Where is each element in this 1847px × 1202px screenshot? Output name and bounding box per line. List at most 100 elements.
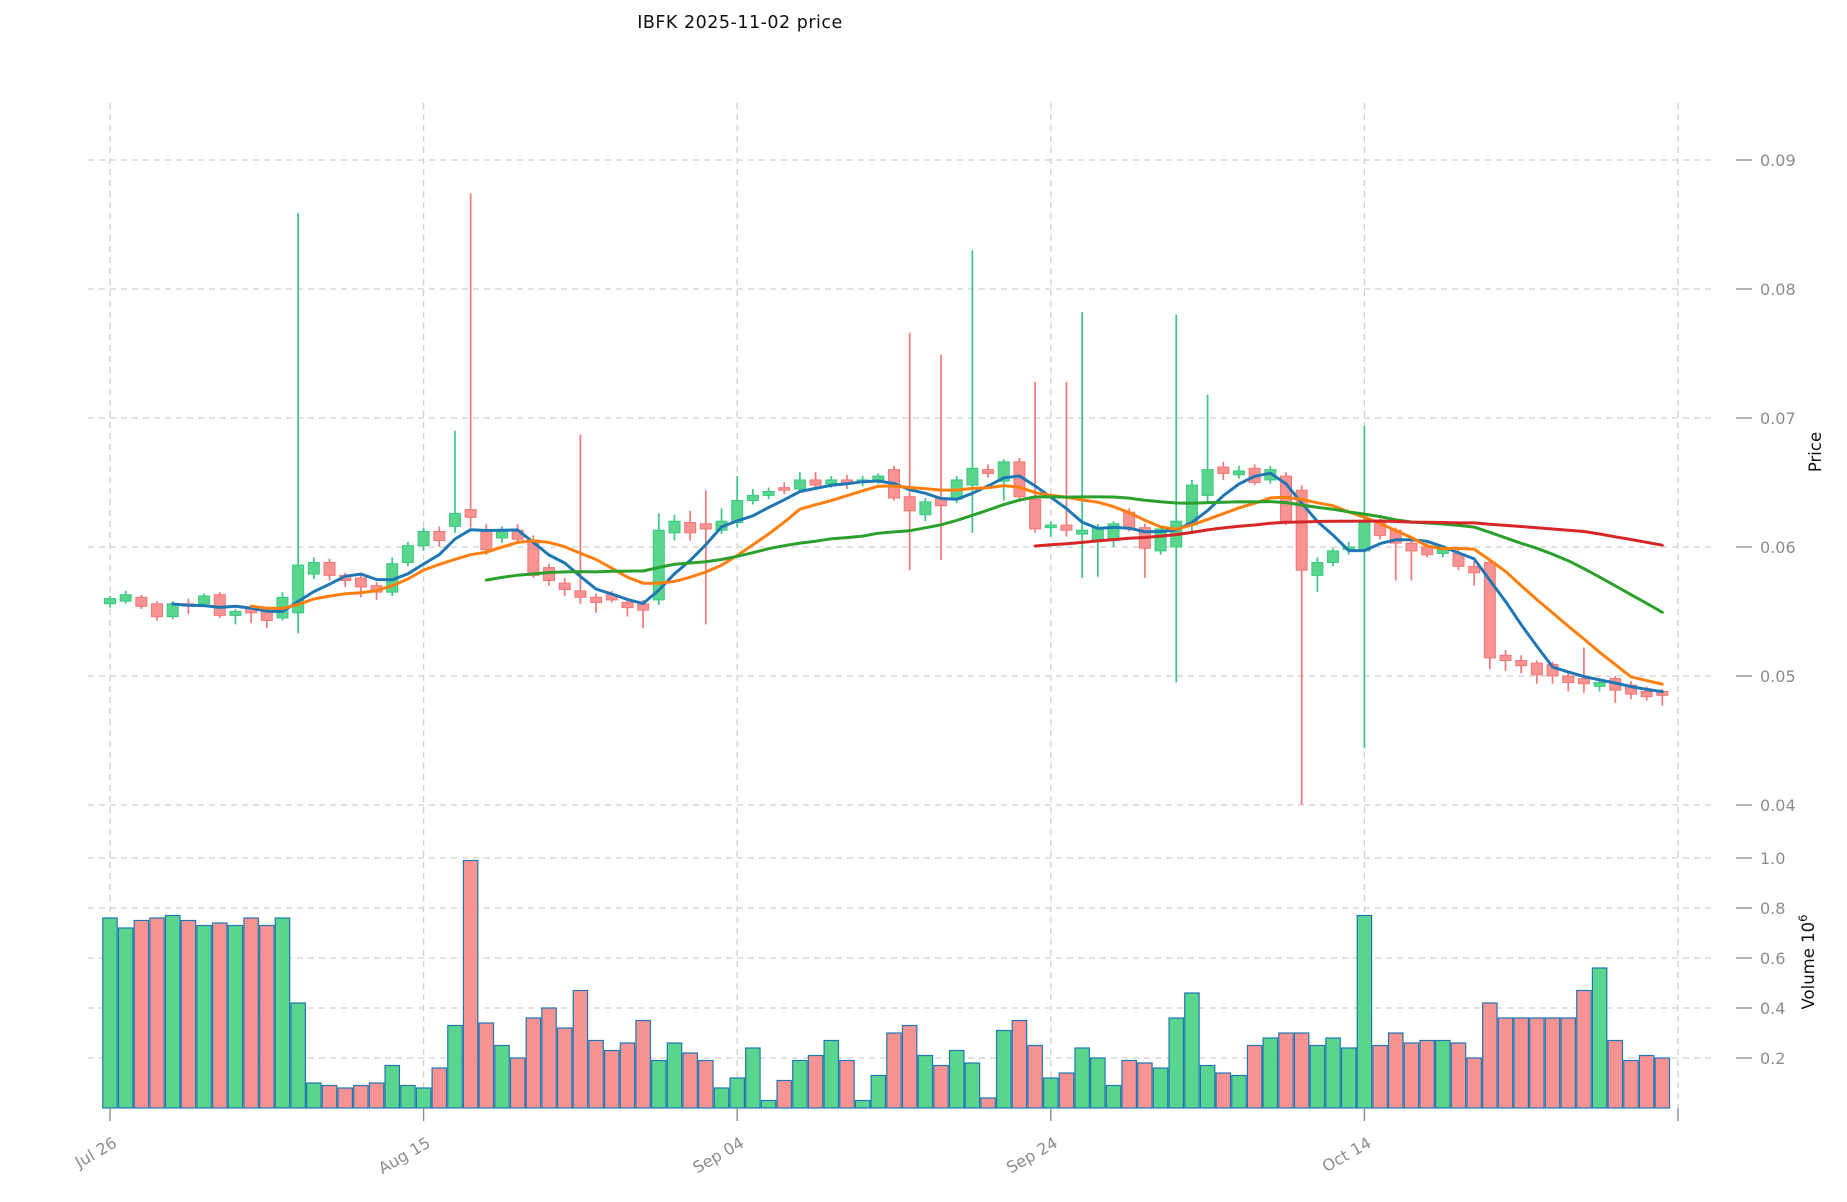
x-tick-label: Sep 04 bbox=[690, 1133, 748, 1177]
price-axis-ticks: 0.09 0.08 0.07 0.06 0.05 0.04 bbox=[1736, 151, 1796, 815]
volume-bar bbox=[353, 1084, 369, 1109]
volume-bar bbox=[478, 1022, 495, 1109]
volume-bar bbox=[1466, 1057, 1482, 1109]
volume-bar bbox=[886, 1032, 902, 1109]
volume-bar bbox=[588, 1039, 604, 1109]
volume-bar bbox=[400, 1084, 416, 1109]
candle-body bbox=[1327, 550, 1340, 563]
volume-bar bbox=[1450, 1042, 1467, 1109]
volume-bar bbox=[980, 1097, 996, 1109]
candle-body bbox=[699, 523, 712, 530]
volume-bar bbox=[760, 1099, 777, 1109]
candle-body bbox=[1201, 469, 1214, 496]
volume-bar bbox=[1325, 1037, 1341, 1109]
price-tick-label: 0.09 bbox=[1760, 151, 1796, 170]
candle-body bbox=[778, 487, 791, 491]
volume-bar bbox=[1293, 1032, 1310, 1109]
volume-bar bbox=[1356, 914, 1373, 1109]
volume-bar bbox=[1372, 1044, 1388, 1109]
volume-bar bbox=[211, 922, 228, 1109]
volume-bar bbox=[1090, 1057, 1106, 1109]
volume-bar bbox=[1654, 1057, 1671, 1109]
x-tick-label: Jul 26 bbox=[71, 1133, 120, 1172]
volume-bar bbox=[102, 917, 118, 1109]
volume-bars bbox=[102, 859, 1671, 1109]
volume-bar bbox=[1278, 1032, 1294, 1109]
volume-bar bbox=[603, 1049, 620, 1109]
candle-body bbox=[762, 491, 775, 496]
volume-bar bbox=[729, 1077, 745, 1109]
volume-tick-label: 0.2 bbox=[1760, 1049, 1785, 1068]
moving-average-10 bbox=[249, 484, 1664, 686]
price-axis-label: Price bbox=[1806, 432, 1825, 472]
volume-bar bbox=[854, 1099, 871, 1109]
volume-bar bbox=[1309, 1044, 1326, 1109]
candle-body bbox=[354, 577, 367, 588]
volume-bar bbox=[933, 1064, 949, 1109]
volume-bar bbox=[368, 1082, 385, 1109]
volume-bar bbox=[1434, 1039, 1451, 1109]
volume-bar bbox=[635, 1019, 651, 1109]
price-tick-label: 0.07 bbox=[1760, 409, 1796, 428]
date-axis-ticks: Jul 26 Aug 15 Sep 04 Sep 24 Oct 14 bbox=[71, 1108, 1679, 1178]
candle-body bbox=[1076, 529, 1089, 535]
candle-body bbox=[1593, 681, 1606, 687]
candle-body bbox=[198, 595, 211, 605]
candle-body bbox=[401, 545, 414, 563]
volume-bar bbox=[149, 917, 165, 1109]
volume-bar bbox=[1419, 1039, 1435, 1109]
volume-bar bbox=[995, 1029, 1012, 1109]
volume-bar bbox=[1058, 1072, 1075, 1109]
volume-bar bbox=[901, 1024, 918, 1109]
volume-bar bbox=[133, 919, 150, 1109]
volume-bar bbox=[274, 917, 291, 1109]
candle-body bbox=[1217, 466, 1230, 474]
volume-bar bbox=[164, 914, 181, 1109]
candle-body bbox=[872, 475, 885, 481]
candle-body bbox=[1358, 521, 1371, 552]
candle-body bbox=[746, 494, 759, 502]
candle-body bbox=[1577, 678, 1590, 685]
candle-body bbox=[480, 531, 493, 551]
candle-body bbox=[1295, 489, 1308, 571]
x-tick-label: Oct 14 bbox=[1319, 1133, 1374, 1176]
candle-body bbox=[433, 531, 446, 542]
volume-bar bbox=[1623, 1059, 1639, 1109]
candle-body bbox=[229, 611, 242, 616]
volume-bar bbox=[792, 1059, 808, 1109]
volume-bar bbox=[1105, 1084, 1122, 1109]
volume-bar bbox=[556, 1027, 573, 1109]
candle-body bbox=[966, 467, 979, 486]
x-tick-label: Sep 24 bbox=[1003, 1133, 1061, 1177]
volume-bar bbox=[1576, 989, 1592, 1109]
volume-bar bbox=[196, 924, 212, 1109]
volume-bar bbox=[650, 1059, 667, 1109]
candle-body bbox=[1624, 684, 1637, 695]
volume-bar bbox=[1607, 1039, 1624, 1109]
candle-body bbox=[793, 479, 806, 490]
volume-bar bbox=[1246, 1044, 1263, 1109]
candle-body bbox=[1640, 690, 1653, 698]
volume-bar bbox=[1591, 967, 1608, 1109]
volume-bar bbox=[117, 927, 134, 1109]
candle-body bbox=[213, 594, 226, 616]
candle-body bbox=[323, 561, 336, 576]
volume-bar bbox=[1387, 1032, 1404, 1109]
candle-body bbox=[809, 479, 822, 486]
price-tick-label: 0.06 bbox=[1760, 538, 1796, 557]
candle-body bbox=[119, 594, 132, 602]
volume-bar bbox=[306, 1082, 322, 1109]
volume-bar bbox=[666, 1042, 683, 1109]
volume-bar bbox=[698, 1059, 714, 1109]
volume-bar bbox=[1340, 1047, 1357, 1109]
volume-tick-label: 0.4 bbox=[1760, 999, 1785, 1018]
candle-body bbox=[1405, 542, 1418, 552]
candle-body bbox=[1499, 654, 1512, 662]
candle-body bbox=[135, 596, 148, 607]
candle-body bbox=[448, 512, 461, 527]
candle-body bbox=[684, 521, 697, 534]
volume-tick-label: 0.8 bbox=[1760, 899, 1785, 918]
candle-body bbox=[997, 461, 1010, 482]
